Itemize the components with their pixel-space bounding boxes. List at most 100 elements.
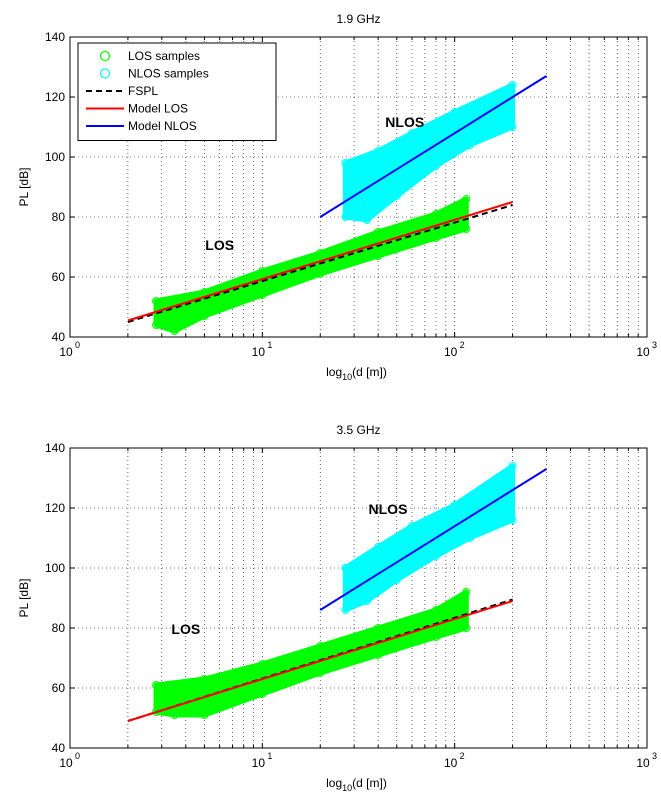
x-tick-label: 10 [636, 345, 650, 359]
x-axis-label: log10(d [m]) [326, 365, 387, 382]
scatter-marker-los-samples [170, 711, 179, 719]
scatter-marker-nlos-samples [508, 462, 517, 470]
scatter-marker-nlos-samples [508, 81, 517, 89]
scatter-marker-los-samples [432, 234, 441, 242]
x-tick-label: 10 [444, 345, 458, 359]
legend-label-model-nlos: Model NLOS [128, 119, 197, 133]
annotation-nlos: NLOS [385, 114, 424, 130]
x-tick-label: 10 [252, 345, 266, 359]
x-tick-label: 10 [636, 756, 650, 770]
scatter-marker-los-samples [200, 675, 209, 683]
scatter-marker-nlos-samples [341, 606, 350, 614]
x-tick-label-exponent: 2 [460, 751, 465, 761]
scatter-band-nlos-samples [342, 82, 516, 223]
annotation-nlos: NLOS [369, 501, 408, 517]
scatter-marker-nlos-samples [341, 159, 350, 167]
scatter-marker-los-samples [462, 588, 471, 596]
scatter-marker-los-samples [462, 624, 471, 632]
y-tick-label: 140 [45, 441, 65, 455]
scatter-marker-los-samples [374, 624, 383, 632]
x-tick-label: 10 [59, 345, 73, 359]
line-model-los [127, 201, 513, 322]
y-axis-label: PL [dB] [17, 168, 31, 207]
scatter-marker-nlos-samples [432, 162, 441, 170]
x-tick-label: 10 [252, 756, 266, 770]
scatter-marker-nlos-samples [450, 108, 459, 116]
scatter-band-los-samples [153, 589, 469, 718]
scatter-marker-nlos-samples [374, 543, 383, 551]
y-tick-label: 100 [45, 561, 65, 575]
scatter-marker-los-samples [200, 288, 209, 296]
scatter-marker-nlos-samples [432, 552, 441, 560]
scatter-marker-nlos-samples [392, 192, 401, 200]
axes-frame [69, 36, 648, 338]
legend-label-model-los: Model LOS [128, 102, 188, 116]
legend-marker-los-samples [99, 50, 111, 62]
scatter-marker-los-samples [258, 690, 267, 698]
scatter-marker-nlos-samples [341, 564, 350, 572]
scatter-marker-nlos-samples [465, 141, 474, 149]
y-tick-label: 40 [52, 741, 66, 755]
scatter-marker-nlos-samples [407, 522, 416, 530]
line-model-nlos [319, 75, 547, 218]
scatter-marker-los-samples [316, 669, 325, 677]
y-tick-label: 120 [45, 90, 65, 104]
line-model-nlos [319, 468, 547, 611]
scatter-marker-los-samples [200, 312, 209, 320]
scatter-marker-nlos-samples [374, 147, 383, 155]
y-tick-label: 60 [52, 270, 66, 284]
scatter-marker-los-samples [258, 291, 267, 299]
scatter-marker-los-samples [374, 228, 383, 236]
x-tick-label-exponent: 0 [75, 751, 80, 761]
scatter-band-nlos-samples [342, 463, 516, 613]
legend-label-nlos-samples: NLOS samples [128, 67, 209, 81]
line-fspl [127, 204, 513, 323]
y-tick-label: 80 [52, 621, 66, 635]
scatter-marker-nlos-samples [362, 597, 371, 605]
y-tick-label: 140 [45, 30, 65, 44]
scatter-marker-los-samples [432, 210, 441, 218]
scatter-marker-los-samples [316, 642, 325, 650]
x-tick-label-exponent: 2 [460, 340, 465, 350]
scatter-marker-los-samples [258, 267, 267, 275]
chart-title: 3.5 GHz [336, 423, 380, 437]
scatter-marker-los-samples [152, 681, 161, 689]
annotation-los: LOS [171, 621, 200, 637]
scatter-marker-nlos-samples [465, 534, 474, 542]
x-tick-label: 10 [444, 756, 458, 770]
legend-marker-nlos-samples [99, 68, 111, 79]
scatter-marker-los-samples [170, 327, 179, 335]
x-tick-label-exponent: 1 [267, 751, 272, 761]
scatter-marker-los-samples [152, 321, 161, 329]
axes-frame [69, 447, 648, 749]
scatter-marker-los-samples [152, 297, 161, 305]
chart-title: 1.9 GHz [336, 12, 380, 26]
scatter-marker-nlos-samples [341, 213, 350, 221]
y-tick-label: 120 [45, 501, 65, 515]
scatter-marker-nlos-samples [407, 129, 416, 137]
legend-label-fspl: FSPL [128, 84, 158, 98]
y-axis-label: PL [dB] [17, 579, 31, 618]
y-tick-label: 80 [52, 210, 66, 224]
scatter-marker-los-samples [316, 270, 325, 278]
y-tick-label: 60 [52, 681, 66, 695]
scatter-marker-nlos-samples [450, 501, 459, 509]
y-tick-label: 40 [52, 330, 66, 344]
scatter-marker-los-samples [432, 606, 441, 614]
scatter-marker-los-samples [432, 633, 441, 641]
legend-label-los-samples: LOS samples [128, 49, 200, 63]
scatter-marker-nlos-samples [392, 576, 401, 584]
x-tick-label-exponent: 3 [652, 751, 657, 761]
annotation-los: LOS [205, 237, 234, 253]
y-tick-label: 100 [45, 150, 65, 164]
scatter-marker-los-samples [374, 651, 383, 659]
scatter-marker-los-samples [462, 195, 471, 203]
scatter-marker-los-samples [258, 660, 267, 668]
scatter-marker-los-samples [316, 249, 325, 257]
x-tick-label-exponent: 0 [75, 340, 80, 350]
scatter-marker-los-samples [462, 225, 471, 233]
scatter-marker-nlos-samples [508, 516, 517, 524]
x-tick-label-exponent: 3 [652, 340, 657, 350]
